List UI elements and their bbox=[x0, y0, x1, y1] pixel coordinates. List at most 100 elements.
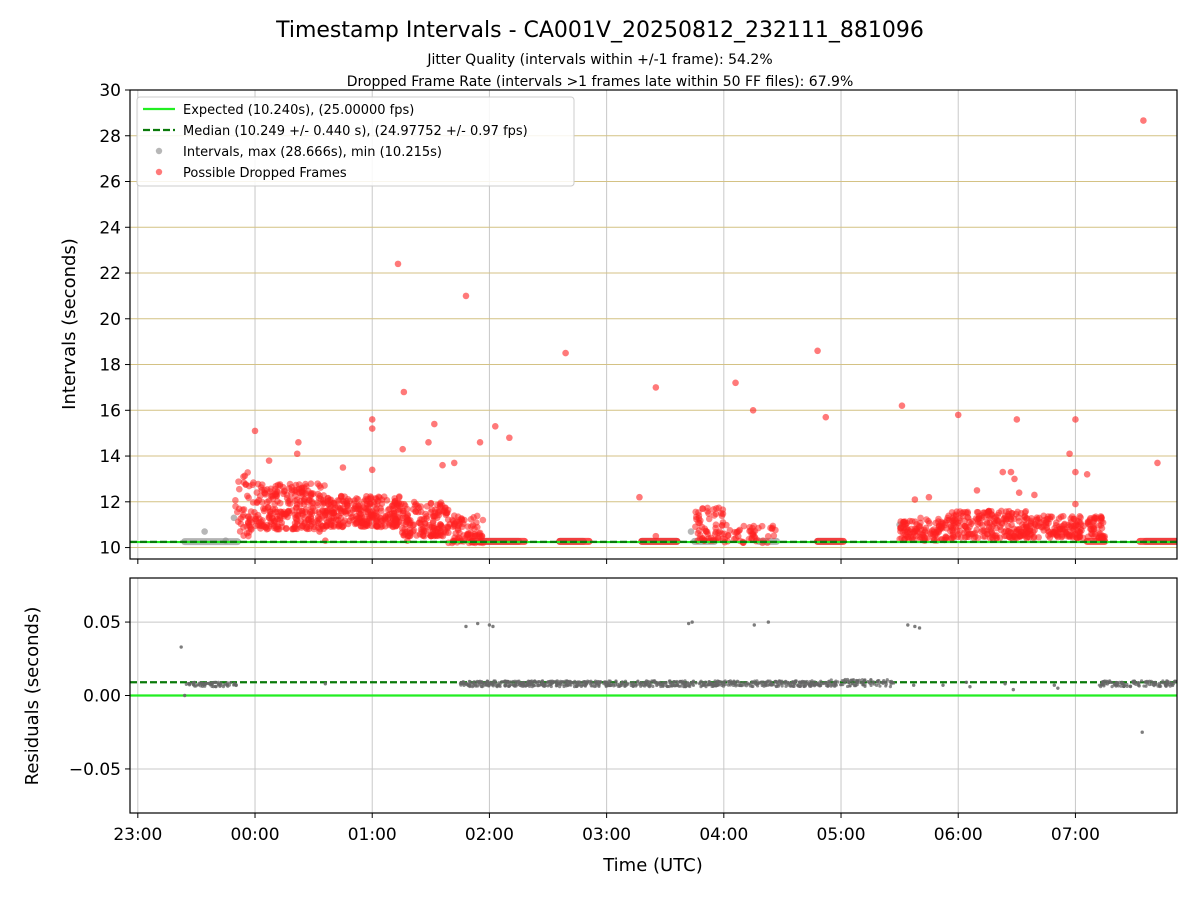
residual-point bbox=[789, 681, 793, 686]
residual-point bbox=[651, 684, 655, 688]
dropped-frame-point bbox=[284, 508, 292, 515]
x-tick-label: 04:00 bbox=[699, 825, 748, 845]
residual-point bbox=[644, 679, 649, 683]
dropped-frame-point bbox=[281, 487, 288, 494]
residual-point bbox=[688, 683, 692, 687]
dropped-frame-point bbox=[898, 402, 906, 410]
residual-point bbox=[839, 683, 843, 687]
legend-intervals-marker bbox=[155, 147, 163, 155]
residual-point bbox=[884, 680, 888, 684]
dropped-frame-point bbox=[1051, 524, 1058, 532]
residual-point bbox=[475, 621, 480, 626]
dropped-frame-point bbox=[726, 527, 734, 534]
residual-point bbox=[1143, 680, 1147, 684]
residual-point bbox=[722, 680, 726, 684]
dropped-frame-point bbox=[652, 532, 660, 540]
dropped-frame-point bbox=[1030, 534, 1037, 542]
residual-point bbox=[675, 679, 679, 684]
residual-point bbox=[716, 683, 720, 687]
dropped-frame-point bbox=[321, 482, 328, 489]
residual-point bbox=[770, 682, 774, 686]
dropped-frame-point bbox=[1015, 526, 1023, 534]
dropped-frame-point bbox=[652, 384, 660, 391]
x-tick-label: 03:00 bbox=[582, 825, 631, 845]
dropped-frame-point bbox=[376, 494, 383, 501]
x-tick-label: 07:00 bbox=[1051, 825, 1100, 845]
intervals-ticks: 10 12 14 16 18 20 22 24 26 28 30 bbox=[99, 81, 1076, 564]
dropped-frame-point bbox=[335, 521, 342, 529]
dropped-frame-point bbox=[265, 457, 273, 464]
dropped-frame-point bbox=[383, 497, 391, 504]
residual-point bbox=[733, 680, 737, 684]
residual-point bbox=[828, 681, 832, 685]
residual-point bbox=[211, 685, 216, 689]
legend-median-label: Median (10.249 +/- 0.440 s), (24.97752 +… bbox=[183, 124, 528, 139]
intervals-y-tick-label: 10 bbox=[99, 539, 121, 559]
dropped-frame-point bbox=[903, 525, 911, 532]
dropped-frame-point bbox=[404, 511, 412, 518]
residual-point bbox=[562, 684, 566, 689]
dropped-frame-point bbox=[368, 416, 376, 423]
dropped-frame-point bbox=[711, 530, 719, 538]
residual-point bbox=[854, 680, 858, 684]
residual-point bbox=[623, 679, 628, 683]
dropped-frame-point bbox=[950, 516, 958, 524]
dropped-frame-point bbox=[381, 522, 389, 530]
residual-point bbox=[206, 681, 210, 686]
residual-point bbox=[1102, 683, 1106, 687]
residual-point bbox=[598, 680, 602, 685]
dropped-frame-point bbox=[390, 509, 398, 517]
residual-point bbox=[549, 684, 553, 689]
dropped-frame-point bbox=[702, 527, 710, 535]
dropped-frame-point bbox=[339, 464, 347, 471]
residual-point bbox=[659, 683, 663, 687]
residual-point bbox=[475, 679, 479, 683]
residual-point bbox=[780, 684, 784, 688]
dropped-frame-point bbox=[241, 472, 249, 480]
dropped-frame-point bbox=[1026, 527, 1034, 535]
residual-point bbox=[528, 679, 532, 684]
chart-title: Timestamp Intervals - CA001V_20250812_23… bbox=[275, 18, 924, 43]
residual-point bbox=[819, 679, 823, 683]
dropped-frame-point bbox=[1005, 533, 1013, 541]
x-tick-label: 23:00 bbox=[113, 825, 162, 845]
residual-point bbox=[570, 680, 574, 685]
dropped-frame-point bbox=[971, 529, 979, 537]
dropped-frame-point bbox=[235, 505, 243, 513]
residual-point bbox=[792, 684, 796, 689]
residual-point bbox=[548, 682, 553, 686]
dropped-frame-point bbox=[1046, 534, 1054, 542]
residual-point bbox=[554, 679, 558, 684]
dropped-frame-point bbox=[1070, 522, 1078, 529]
dropped-frame-point bbox=[749, 406, 757, 414]
residual-point bbox=[726, 683, 731, 687]
residual-point bbox=[555, 683, 559, 688]
residual-point bbox=[597, 684, 601, 689]
dropped-frame-point bbox=[258, 481, 266, 488]
intervals-y-tick-label: 26 bbox=[99, 173, 121, 193]
residual-point bbox=[496, 684, 500, 688]
residual-point bbox=[471, 681, 475, 685]
residual-point bbox=[514, 680, 518, 685]
dropped-frame-point bbox=[694, 529, 702, 537]
legend-dropped-label: Possible Dropped Frames bbox=[183, 166, 347, 181]
residual-point bbox=[831, 682, 835, 686]
residual-point bbox=[662, 681, 666, 685]
dropped-frame-point bbox=[302, 508, 309, 516]
dropped-frame-point bbox=[324, 509, 331, 517]
dropped-frame-point bbox=[400, 388, 408, 396]
residual-point bbox=[614, 679, 618, 683]
dropped-frame-point bbox=[1140, 117, 1147, 124]
dropped-frame-point bbox=[1083, 471, 1091, 478]
dropped-frame-point bbox=[433, 532, 440, 540]
residual-point bbox=[532, 679, 536, 684]
dropped-frame-point bbox=[450, 512, 458, 520]
residual-point bbox=[540, 682, 544, 686]
dropped-frame-point bbox=[232, 496, 239, 504]
residual-point bbox=[718, 682, 722, 686]
residual-point bbox=[193, 684, 197, 688]
residual-point bbox=[694, 681, 698, 685]
dropped-frame-point bbox=[936, 525, 944, 533]
residuals-ticks: 23:00 00:00 01:00 02:00 03:00 04:00 05:00 06:00… bbox=[69, 613, 1100, 845]
